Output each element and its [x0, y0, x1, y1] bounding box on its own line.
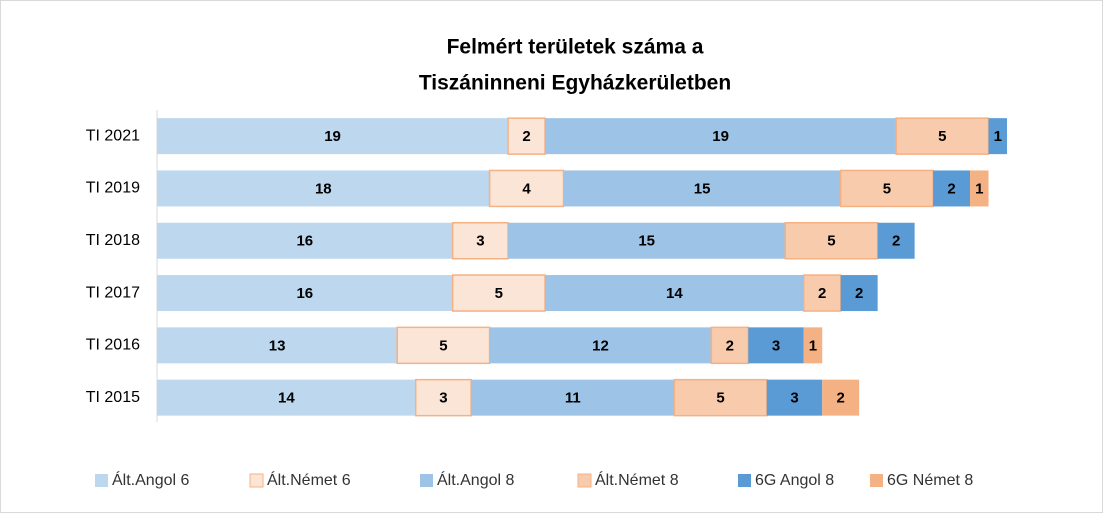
data-label: 16: [296, 233, 313, 250]
bar-segment: [877, 222, 915, 259]
bar-segment: [157, 222, 453, 259]
data-label: 5: [883, 180, 891, 197]
data-label: 2: [726, 337, 734, 354]
bar-segment: [710, 326, 750, 365]
chart-title: Tiszáninneni Egyházkerületben: [419, 72, 731, 95]
data-label: 3: [790, 390, 798, 407]
data-label: 5: [439, 337, 447, 354]
legend-swatch: [420, 474, 433, 487]
y-tick-label: TI 2017: [86, 284, 140, 301]
data-label: 12: [592, 337, 609, 354]
legend-label: 6G Angol 8: [755, 472, 834, 489]
bar-segment: [545, 275, 804, 312]
bar-segment: [507, 117, 546, 155]
data-label: 14: [278, 390, 295, 407]
data-label: 19: [712, 128, 729, 145]
bar-segment: [988, 118, 1007, 155]
data-label: 2: [947, 180, 955, 197]
data-label: 11: [565, 390, 581, 407]
data-label: 15: [694, 180, 711, 197]
bar-segment: [508, 222, 786, 259]
bar-segment: [839, 169, 934, 208]
data-label: 2: [837, 390, 845, 407]
legend-swatch: [95, 474, 108, 487]
bar-segment: [414, 378, 472, 417]
data-label: 3: [772, 337, 780, 354]
bar-segment: [803, 327, 823, 364]
data-label: 5: [938, 128, 946, 145]
legend-label: Ált.Német 8: [595, 470, 679, 489]
data-label: 15: [638, 233, 655, 250]
data-label: 2: [818, 285, 826, 302]
data-label: 2: [892, 233, 900, 250]
y-tick-label: TI 2021: [86, 127, 140, 144]
bar-segment: [489, 327, 712, 364]
data-label: 14: [666, 285, 683, 302]
bar-segment: [451, 274, 546, 312]
data-label: 1: [994, 128, 1002, 145]
bar-segment: [563, 170, 841, 207]
legend-label: Ált.Német 6: [267, 470, 351, 489]
legend-swatch: [738, 474, 751, 487]
bar-segment: [933, 170, 971, 207]
bar-segment: [822, 379, 860, 416]
data-label: 4: [522, 180, 531, 197]
legend-label: Ált.Angol 8: [437, 470, 514, 489]
data-label: 1: [809, 337, 817, 354]
data-label: 1: [975, 180, 983, 197]
data-label: 5: [495, 285, 503, 302]
y-tick-label: TI 2019: [86, 180, 140, 197]
bar-segment: [748, 327, 804, 364]
data-label: 18: [315, 180, 332, 197]
data-label: 2: [855, 285, 863, 302]
legend-swatch: [577, 473, 592, 488]
bar-segment: [840, 275, 878, 312]
bar-segment: [471, 379, 675, 416]
bar-segment: [157, 379, 416, 416]
legend-swatch: [249, 473, 264, 488]
bar-segment: [784, 222, 879, 260]
y-tick-label: TI 2016: [86, 337, 140, 354]
chart-title: Felmért területek száma a: [447, 36, 704, 59]
bar-segment: [157, 118, 509, 155]
data-label: 3: [439, 390, 447, 407]
bar-segment: [396, 326, 491, 365]
bar-segment: [766, 379, 823, 416]
data-label: 19: [324, 128, 341, 145]
data-label: 3: [476, 233, 484, 250]
data-label: 5: [716, 390, 724, 407]
bar-segment: [157, 327, 398, 364]
legend-label: 6G Német 8: [887, 472, 973, 489]
bar-segment: [970, 170, 989, 207]
y-tick-label: TI 2018: [86, 232, 140, 249]
data-label: 16: [296, 285, 313, 302]
bar-segment: [157, 275, 453, 312]
legend-label: Ált.Angol 6: [112, 470, 189, 489]
bar-segment: [488, 169, 565, 208]
legend-swatch: [870, 474, 883, 487]
y-tick-label: TI 2015: [86, 389, 140, 406]
data-label: 13: [269, 337, 286, 354]
bar-segment: [895, 117, 990, 155]
bar-segment: [545, 118, 897, 155]
data-label: 5: [827, 233, 835, 250]
data-label: 2: [522, 128, 530, 145]
bar-segment: [157, 170, 490, 207]
